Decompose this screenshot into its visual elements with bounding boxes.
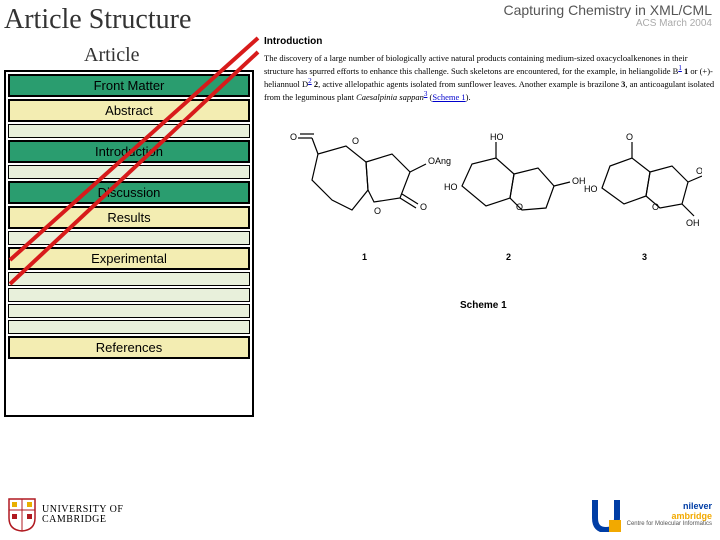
- section-results: Results: [8, 206, 250, 229]
- cambridge-logo: UNIVERSITY OF CAMBRIDGE: [8, 498, 123, 532]
- unilever-text: nilever ambridge Centre for Molecular In…: [627, 502, 712, 527]
- svg-text:OAng: OAng: [428, 156, 451, 166]
- intro-body: The discovery of a large number of biolo…: [264, 53, 716, 103]
- scheme-1-structures: O O O O OAng 1 HO HO O OH 2 HO O: [282, 130, 702, 298]
- section-abstract: Abstract: [8, 99, 250, 122]
- sub-row: [8, 304, 250, 318]
- sub-row: [8, 165, 250, 179]
- header-title: Capturing Chemistry in XML/CML: [503, 2, 712, 18]
- header-subtitle: ACS March 2004: [503, 18, 712, 29]
- svg-text:O: O: [374, 206, 381, 216]
- cambridge-line2: CAMBRIDGE: [42, 515, 123, 526]
- section-introduction: Introduction: [8, 140, 250, 163]
- section-front-matter: Front Matter: [8, 74, 250, 97]
- sub-row: [8, 320, 250, 334]
- svg-text:1: 1: [362, 252, 367, 262]
- sub-row: [8, 288, 250, 302]
- introduction-excerpt: Introduction The discovery of a large nu…: [264, 36, 716, 103]
- svg-text:OH: OH: [686, 218, 700, 228]
- sub-row: [8, 272, 250, 286]
- cambridge-text: UNIVERSITY OF CAMBRIDGE: [42, 505, 123, 526]
- scheme-caption: Scheme 1: [460, 300, 507, 311]
- slide-header: Capturing Chemistry in XML/CML ACS March…: [503, 2, 712, 29]
- svg-text:O: O: [290, 132, 297, 142]
- svg-text:O: O: [516, 202, 523, 212]
- svg-text:HO: HO: [490, 132, 504, 142]
- intro-heading: Introduction: [264, 36, 716, 47]
- cambridge-shield-icon: [8, 498, 36, 532]
- svg-text:O: O: [352, 136, 359, 146]
- article-structure-column: Front Matter Abstract Introduction Discu…: [4, 70, 254, 417]
- unilever-line2: ambridge: [627, 512, 712, 521]
- svg-text:O: O: [652, 202, 659, 212]
- article-label: Article: [84, 44, 140, 67]
- column-spacer: [6, 361, 252, 415]
- unilever-logo: nilever ambridge Centre for Molecular In…: [591, 498, 712, 532]
- unilever-u-icon: [591, 498, 621, 532]
- svg-text:HO: HO: [584, 184, 598, 194]
- section-references: References: [8, 336, 250, 359]
- section-discussion: Discussion: [8, 181, 250, 204]
- svg-text:O: O: [420, 202, 427, 212]
- unilever-sub: Centre for Molecular Informatics: [627, 521, 712, 527]
- footer-logos: UNIVERSITY OF CAMBRIDGE nilever ambridge…: [0, 490, 720, 534]
- page-title: Article Structure: [4, 4, 191, 36]
- svg-text:O: O: [626, 132, 633, 142]
- sub-row: [8, 124, 250, 138]
- svg-text:2: 2: [506, 252, 511, 262]
- svg-text:3: 3: [642, 252, 647, 262]
- svg-text:HO: HO: [444, 182, 458, 192]
- svg-text:OH: OH: [696, 166, 702, 176]
- section-experimental: Experimental: [8, 247, 250, 270]
- sub-row: [8, 231, 250, 245]
